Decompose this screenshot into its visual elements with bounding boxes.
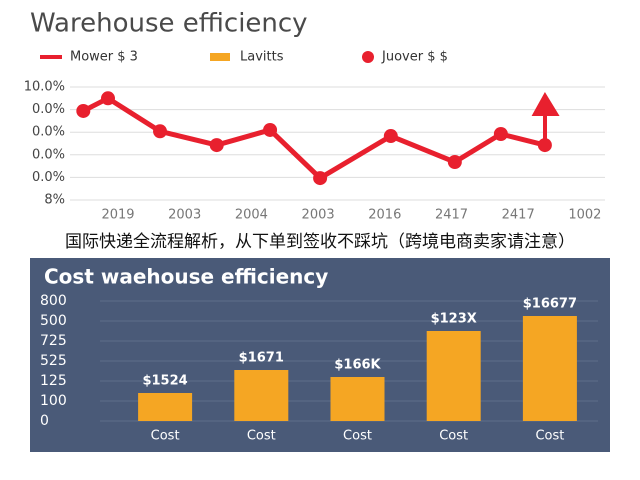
line xyxy=(82,95,546,181)
bar xyxy=(426,331,481,421)
bar xyxy=(138,393,193,421)
x-tick-label: 1002 xyxy=(568,208,601,223)
chart-title: Cost waehouse efficiency xyxy=(44,265,328,289)
y-tick-label: 125 xyxy=(40,373,67,389)
chart-title: Warehouse efficiency xyxy=(30,9,308,39)
x-tick-label: 2019 xyxy=(101,208,134,223)
point xyxy=(153,124,168,139)
x-tick-label: 2004 xyxy=(235,208,268,223)
y-tick-label: 800 xyxy=(40,293,67,309)
x-tick-label: 2003 xyxy=(168,208,201,223)
y-tick-label: 100 xyxy=(40,393,67,409)
y-tick-label: 0.0% xyxy=(32,147,65,162)
bar xyxy=(522,316,577,421)
x-tick-label: 2003 xyxy=(302,208,335,223)
arrow xyxy=(531,92,560,145)
point xyxy=(313,171,328,186)
value-label: $123X xyxy=(431,312,477,327)
value-label: $1671 xyxy=(239,351,284,366)
legend-label: Mower $ 3 xyxy=(70,50,138,65)
y-tick-label: 0 xyxy=(40,413,49,429)
x-tick-label: Cost xyxy=(439,429,468,444)
value-label: $1524 xyxy=(142,374,187,389)
x-tick-label: 2016 xyxy=(368,208,401,223)
y-tick-label: 0.0% xyxy=(32,102,65,117)
legend-swatch xyxy=(210,53,230,61)
y-tick-label: 8% xyxy=(44,193,65,208)
point xyxy=(447,155,462,170)
y-tick-label: 0.0% xyxy=(32,170,65,185)
point xyxy=(537,138,552,153)
legend-swatch xyxy=(362,51,374,63)
legend-label: Juover $ $ xyxy=(381,50,448,65)
x-tick-label: Cost xyxy=(343,429,372,444)
bar-chart-background xyxy=(30,258,610,452)
point xyxy=(76,103,91,118)
bar xyxy=(234,370,289,421)
x-tick-label: 2417 xyxy=(435,208,468,223)
y-tick-label: 10.0% xyxy=(24,80,65,95)
x-tick-label: Cost xyxy=(535,429,564,444)
y-tick-label: 725 xyxy=(40,333,67,349)
point xyxy=(100,91,115,106)
y-tick-label: 500 xyxy=(40,313,67,329)
point xyxy=(263,122,278,137)
point xyxy=(383,129,398,144)
caption-banner xyxy=(0,210,640,258)
bar xyxy=(330,377,385,421)
y-tick-label: 0.0% xyxy=(32,125,65,140)
legend-label: Lavitts xyxy=(240,50,284,65)
value-label: $166K xyxy=(334,358,381,373)
y-tick-label: 525 xyxy=(40,353,67,369)
x-tick-label: 2417 xyxy=(502,208,535,223)
point xyxy=(493,127,508,142)
x-tick-label: Cost xyxy=(247,429,276,444)
value-label: $16677 xyxy=(523,297,577,312)
point xyxy=(209,138,224,153)
caption: 国际快递全流程解析，从下单到签收不踩坑（跨境电商卖家请注意） xyxy=(65,232,575,252)
x-tick-label: Cost xyxy=(151,429,180,444)
